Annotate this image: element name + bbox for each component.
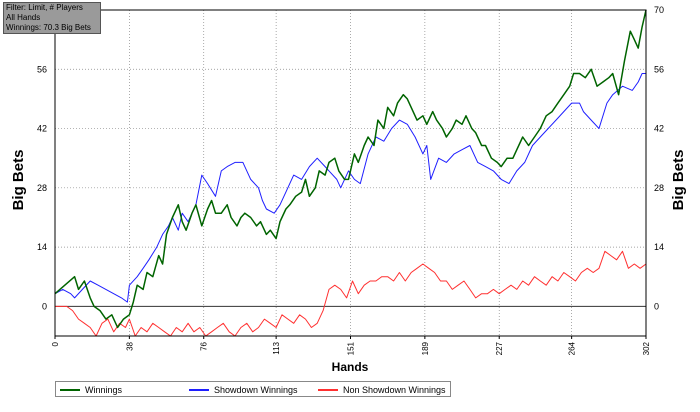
legend: Winnings Showdown Winnings Non Showdown … bbox=[55, 381, 451, 397]
filter-info-box: Filter: Limit, # Players All Hands Winni… bbox=[3, 2, 101, 34]
legend-label-winnings: Winnings bbox=[85, 384, 123, 395]
hands-text: All Hands bbox=[6, 13, 41, 22]
x-tick-label: 0 bbox=[51, 341, 60, 346]
y-tick-label-left: 28 bbox=[37, 183, 47, 193]
filter-text: Filter: Limit, # Players bbox=[6, 3, 83, 12]
series-layer bbox=[54, 9, 647, 337]
legend-swatch-showdown bbox=[189, 388, 209, 391]
y-tick-label-left: 0 bbox=[42, 301, 47, 311]
y-tick-label-right: 56 bbox=[654, 64, 664, 74]
y-tick-label-left: 14 bbox=[37, 242, 47, 252]
legend-swatch-non-showdown bbox=[318, 388, 338, 391]
y-tick-label-right: 0 bbox=[654, 301, 659, 311]
y-tick-label-right: 14 bbox=[654, 242, 664, 252]
legend-label-non-showdown: Non Showdown Winnings bbox=[343, 384, 446, 395]
x-tick-label: 113 bbox=[272, 341, 281, 354]
series-line-winnings bbox=[54, 9, 647, 329]
y-tick-label-right: 28 bbox=[654, 183, 664, 193]
y-tick-label-left: 42 bbox=[37, 124, 47, 134]
y-axis-label-right: Big Bets bbox=[670, 150, 687, 211]
x-tick-label: 227 bbox=[495, 341, 504, 355]
y-tick-label-left: 56 bbox=[37, 64, 47, 74]
legend-swatch-winnings bbox=[60, 388, 80, 391]
legend-item-showdown: Showdown Winnings bbox=[189, 384, 298, 395]
x-tick-label: 76 bbox=[200, 341, 209, 350]
x-tick-label: 264 bbox=[568, 341, 577, 355]
legend-item-winnings: Winnings bbox=[60, 384, 122, 395]
x-tick-label: 302 bbox=[642, 341, 651, 355]
x-tick-label: 38 bbox=[125, 341, 134, 350]
x-axis-label: Hands bbox=[332, 360, 369, 374]
x-tick-label: 189 bbox=[421, 341, 430, 355]
x-tick-label: 151 bbox=[347, 341, 356, 355]
series-line-non-showdown-winnings bbox=[55, 250, 647, 337]
y-tick-label-right: 70 bbox=[654, 5, 664, 15]
winnings-text: Winnings: 70.3 Big Bets bbox=[6, 23, 91, 32]
legend-item-non-showdown: Non Showdown Winnings bbox=[318, 384, 446, 395]
ticks-layer: 0 38 76 113 151 189 227 264 302 0 0 14 14 28 28 42 42 56 5… bbox=[37, 5, 664, 355]
series-line-showdown-winnings bbox=[54, 73, 646, 303]
legend-label-showdown: Showdown Winnings bbox=[214, 384, 298, 395]
y-axis-label-left: Big Bets bbox=[10, 150, 27, 211]
y-tick-label-right: 42 bbox=[654, 124, 664, 134]
